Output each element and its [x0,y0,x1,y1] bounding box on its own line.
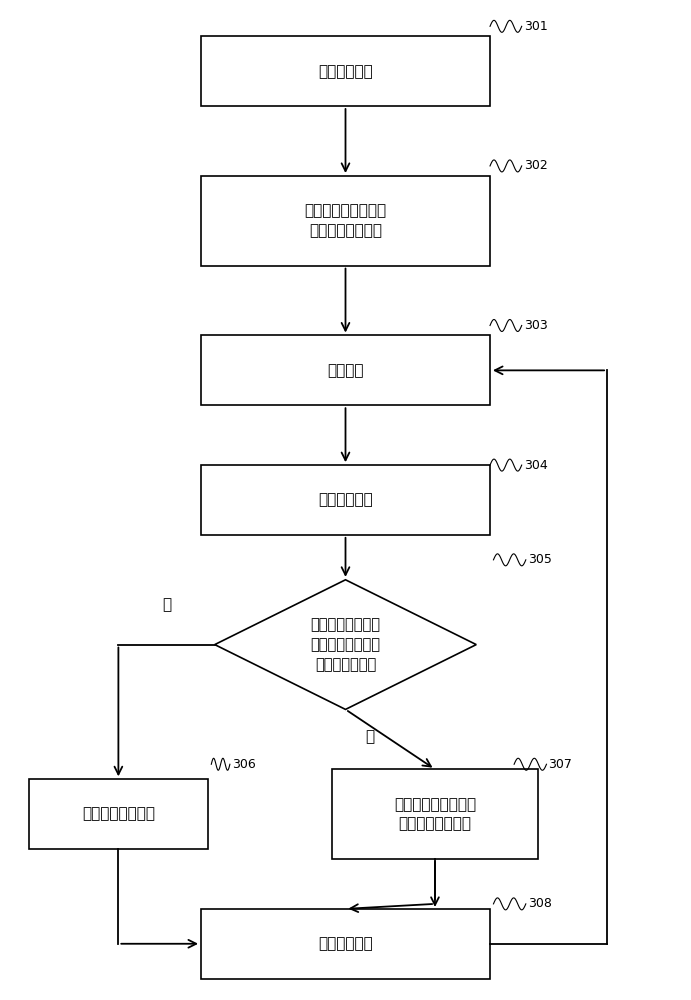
Text: 308: 308 [528,897,551,910]
Text: 采集数据: 采集数据 [328,363,363,378]
Text: 接收心电信号: 接收心电信号 [318,64,373,79]
FancyBboxPatch shape [201,465,490,535]
Text: 305: 305 [528,553,551,566]
Text: 是: 是 [365,729,374,744]
Text: 304: 304 [524,459,548,472]
Text: 维持第一扫描计划: 维持第一扫描计划 [82,807,155,822]
Text: 301: 301 [524,20,548,33]
FancyBboxPatch shape [201,909,490,979]
Text: 根据心电信号制定或
更新第一扫描计划: 根据心电信号制定或 更新第一扫描计划 [305,203,386,238]
Text: 303: 303 [524,319,548,332]
FancyBboxPatch shape [29,779,208,849]
Text: 进行图像重建: 进行图像重建 [318,493,373,508]
FancyBboxPatch shape [201,176,490,266]
Text: 306: 306 [232,758,256,771]
Text: 制定第二扫描计划，
重新规划后续扫描: 制定第二扫描计划， 重新规划后续扫描 [394,797,476,832]
Text: 302: 302 [524,159,548,172]
FancyBboxPatch shape [201,36,490,106]
Polygon shape [215,580,476,709]
FancyBboxPatch shape [332,769,538,859]
Text: 判断第一扫描计划
的投影数据获取是
否多余或足够？: 判断第一扫描计划 的投影数据获取是 否多余或足够？ [310,617,381,672]
Text: 否: 否 [162,597,171,612]
FancyBboxPatch shape [201,335,490,405]
Text: 执行扫描计划: 执行扫描计划 [318,936,373,951]
Text: 307: 307 [549,758,572,771]
